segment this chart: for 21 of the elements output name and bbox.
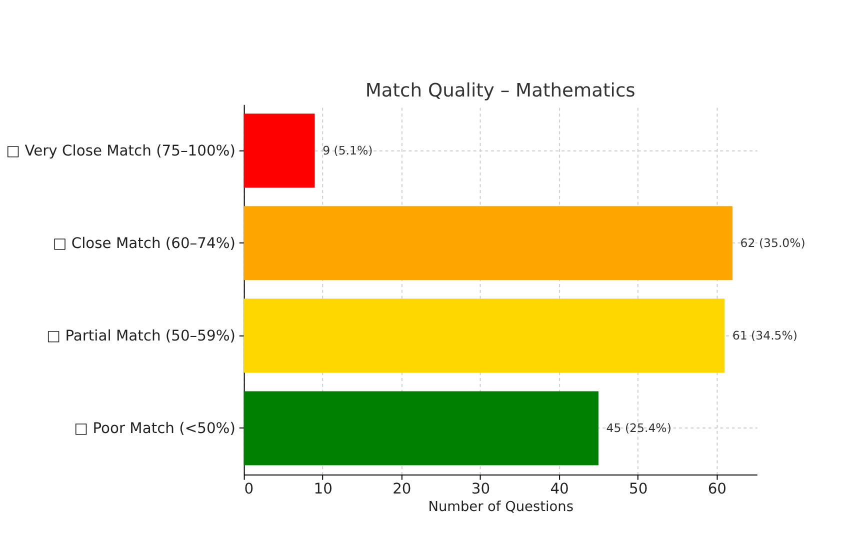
x-tick-label: 0 <box>244 480 254 498</box>
data-label: 62 (35.0%) <box>740 236 806 250</box>
data-label: 61 (34.5%) <box>732 328 798 343</box>
y-tick-label: □ Very Close Match (75–100%) <box>6 142 236 160</box>
x-tick-label: 30 <box>471 480 490 498</box>
data-label: 9 (5.1%) <box>322 144 373 158</box>
x-axis-title: Number of Questions <box>428 499 574 516</box>
bar <box>244 114 315 188</box>
bar <box>244 206 732 280</box>
y-tick-label: □ Close Match (60–74%) <box>52 235 236 252</box>
bar <box>244 298 725 373</box>
data-label: 45 (25.4%) <box>606 421 672 436</box>
bar <box>244 391 598 466</box>
y-tick-label: □ Poor Match (<50%) <box>74 420 236 438</box>
x-tick-label: 40 <box>550 480 569 498</box>
x-tick-label: 10 <box>314 480 332 498</box>
x-tick-label: 60 <box>708 480 727 498</box>
chart-title: Match Quality – Mathematics <box>365 80 636 102</box>
x-tick-label: 20 <box>392 480 412 498</box>
y-tick-label: □ Partial Match (50–59%) <box>46 328 236 345</box>
x-tick-label: 50 <box>629 480 648 498</box>
